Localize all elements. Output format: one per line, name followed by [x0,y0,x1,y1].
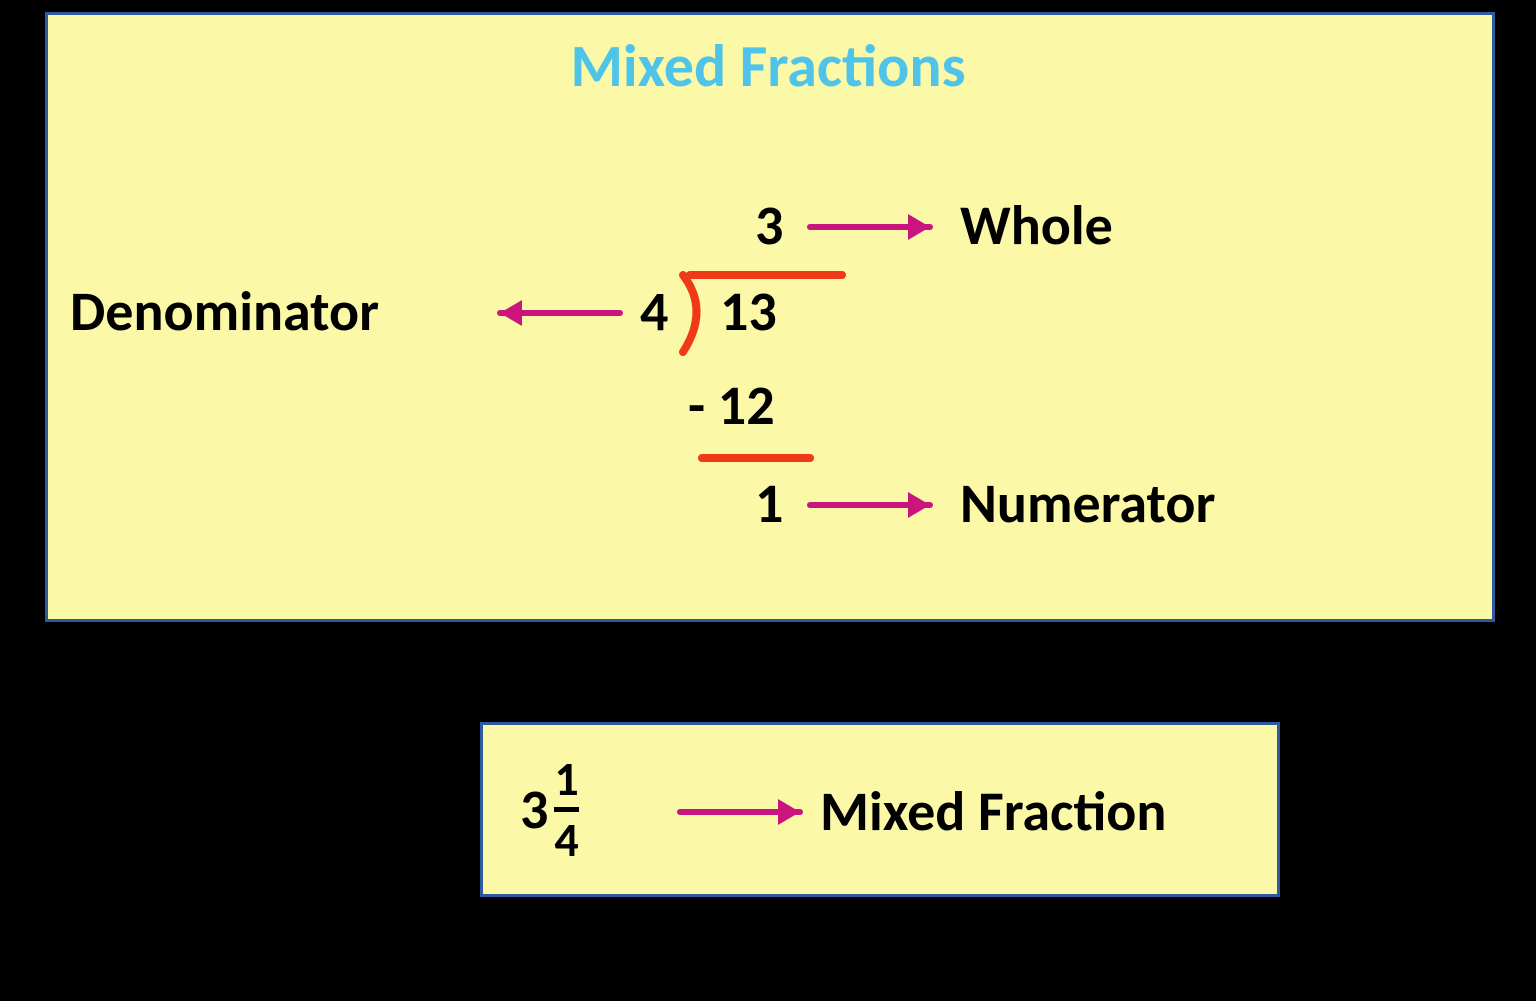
mixed-fraction-label: Mixed Fraction [820,778,1166,846]
arrow-result-to-label [0,0,1536,1001]
